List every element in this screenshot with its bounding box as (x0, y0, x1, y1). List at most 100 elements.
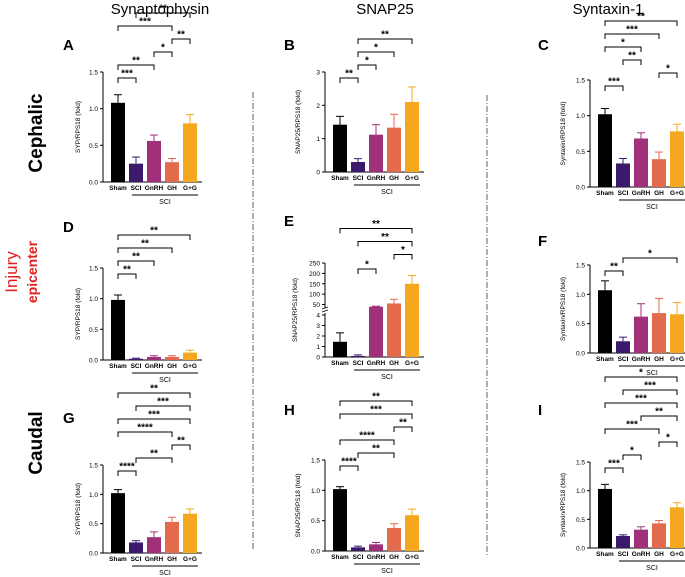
bar-gh (165, 356, 179, 360)
bar-sham (111, 299, 125, 360)
group-label: SCI (646, 565, 658, 572)
y-axis-label: Syntaxin/RPS18 (fold) (560, 102, 567, 166)
panel-letter: E (284, 213, 294, 230)
y-axis-label: SNAP25/RPS18 (fold) (295, 90, 302, 154)
sig-bracket (117, 431, 173, 437)
sig-bracket (604, 85, 624, 91)
sig-bracket (393, 253, 413, 260)
bar-gplusg (405, 102, 419, 172)
bar-gnrh (147, 537, 161, 553)
bar-gnrh (147, 140, 161, 182)
bar-sci (129, 358, 143, 360)
x-tick-label: SCI (618, 190, 629, 197)
sig-bracket (135, 457, 173, 463)
y-tick-label: 1.0 (576, 113, 585, 120)
y-axis-label: SYP/RPS18 (fold) (75, 288, 82, 340)
sig-bracket (117, 247, 173, 253)
y-tick-label: 0.0 (89, 551, 98, 558)
sig-bracket (117, 234, 191, 240)
sig-stars: ** (655, 407, 663, 418)
sig-stars: ** (637, 12, 645, 23)
bar-sham (111, 102, 125, 182)
sig-bracket (357, 38, 413, 44)
bar-gh (387, 127, 401, 172)
bar-gplusg (670, 131, 684, 187)
sig-bracket (357, 240, 413, 247)
column-title-syntaxin: Syntaxin-1 (573, 1, 644, 18)
bar-sham (333, 489, 347, 551)
sig-stars: * (666, 433, 670, 444)
x-tick-label: GH (389, 175, 399, 182)
sig-stars: ** (132, 56, 140, 67)
x-tick-label: GnRH (367, 175, 386, 182)
sig-stars: *** (626, 25, 638, 36)
sig-stars: ** (345, 69, 353, 80)
bar-sci (351, 547, 365, 551)
panel-letter: I (538, 402, 542, 419)
x-tick-label: GnRH (632, 190, 651, 197)
x-tick-label: Sham (331, 554, 349, 561)
y-tick-label: 0.5 (576, 517, 585, 524)
sig-stars: ** (177, 30, 185, 41)
sig-bracket (171, 38, 191, 44)
group-label: SCI (159, 570, 171, 577)
y-tick-label: 1.0 (89, 492, 98, 499)
x-tick-label: SCI (618, 551, 629, 558)
sig-stars: * (161, 43, 165, 54)
y-tick-label: 1.0 (576, 292, 585, 299)
y-tick-label: 0.0 (576, 351, 585, 358)
sig-bracket (117, 260, 155, 266)
x-tick-label: G+G (405, 554, 419, 561)
bar-gplusg (183, 123, 197, 182)
sig-bracket (339, 465, 359, 471)
sig-stars: *** (635, 394, 647, 405)
sig-bracket (604, 20, 678, 26)
group-label: SCI (381, 374, 393, 381)
panel-c: C 0.0 0.5 1.0 1.5 Syntaxin/RPS18 (fold) Sham SC… (538, 12, 685, 211)
sig-bracket (393, 426, 413, 432)
bar-gplusg (405, 515, 419, 551)
panel-e: E 0 1 2 3 4 50 100 150 200 250 SNAP25/RPS18 (fold) S… (284, 213, 424, 381)
y-tick-label: 0.5 (89, 327, 98, 334)
y-tick-label: 1.5 (89, 463, 98, 470)
sig-bracket (622, 454, 642, 460)
axis-break-mark (321, 309, 329, 313)
sig-stars: ** (159, 4, 167, 15)
sig-bracket (604, 33, 660, 39)
group-label: SCI (646, 204, 658, 211)
y-tick-label: 1.0 (311, 488, 320, 495)
y-tick-label: 1 (316, 136, 320, 143)
y-tick-label: 1.5 (576, 78, 585, 85)
sig-stars: **** (359, 431, 375, 442)
bar-gh (387, 527, 401, 551)
panel-letter: F (538, 233, 547, 250)
bar-gh (652, 523, 666, 548)
row-label-cephalic: Cephalic (26, 93, 47, 173)
bar-gnrh (369, 544, 383, 551)
x-tick-label: Sham (596, 190, 614, 197)
group-label: SCI (381, 568, 393, 575)
x-tick-label: GH (167, 556, 177, 563)
x-tick-label: SCI (131, 185, 142, 192)
sig-bracket (117, 64, 155, 70)
bar-gplusg (183, 352, 197, 360)
y-tick-label: 50 (313, 302, 321, 309)
y-tick-label: 0.0 (576, 546, 585, 553)
y-tick-label: 200 (309, 271, 320, 278)
y-tick-label: 0.5 (311, 518, 320, 525)
sig-stars: * (648, 249, 652, 260)
bar-sham (333, 124, 347, 172)
sig-stars: ** (628, 51, 636, 62)
sig-stars: *** (608, 459, 620, 470)
sig-bracket (135, 405, 191, 411)
x-tick-label: G+G (405, 175, 419, 182)
bar-sci (129, 163, 143, 182)
y-axis-label: Syntaxin/RPS18 (fold) (560, 473, 567, 537)
y-axis-label: SNAP25/RPS18 (fold) (295, 474, 302, 538)
sig-stars: *** (121, 69, 133, 80)
sig-bracket (357, 452, 395, 458)
